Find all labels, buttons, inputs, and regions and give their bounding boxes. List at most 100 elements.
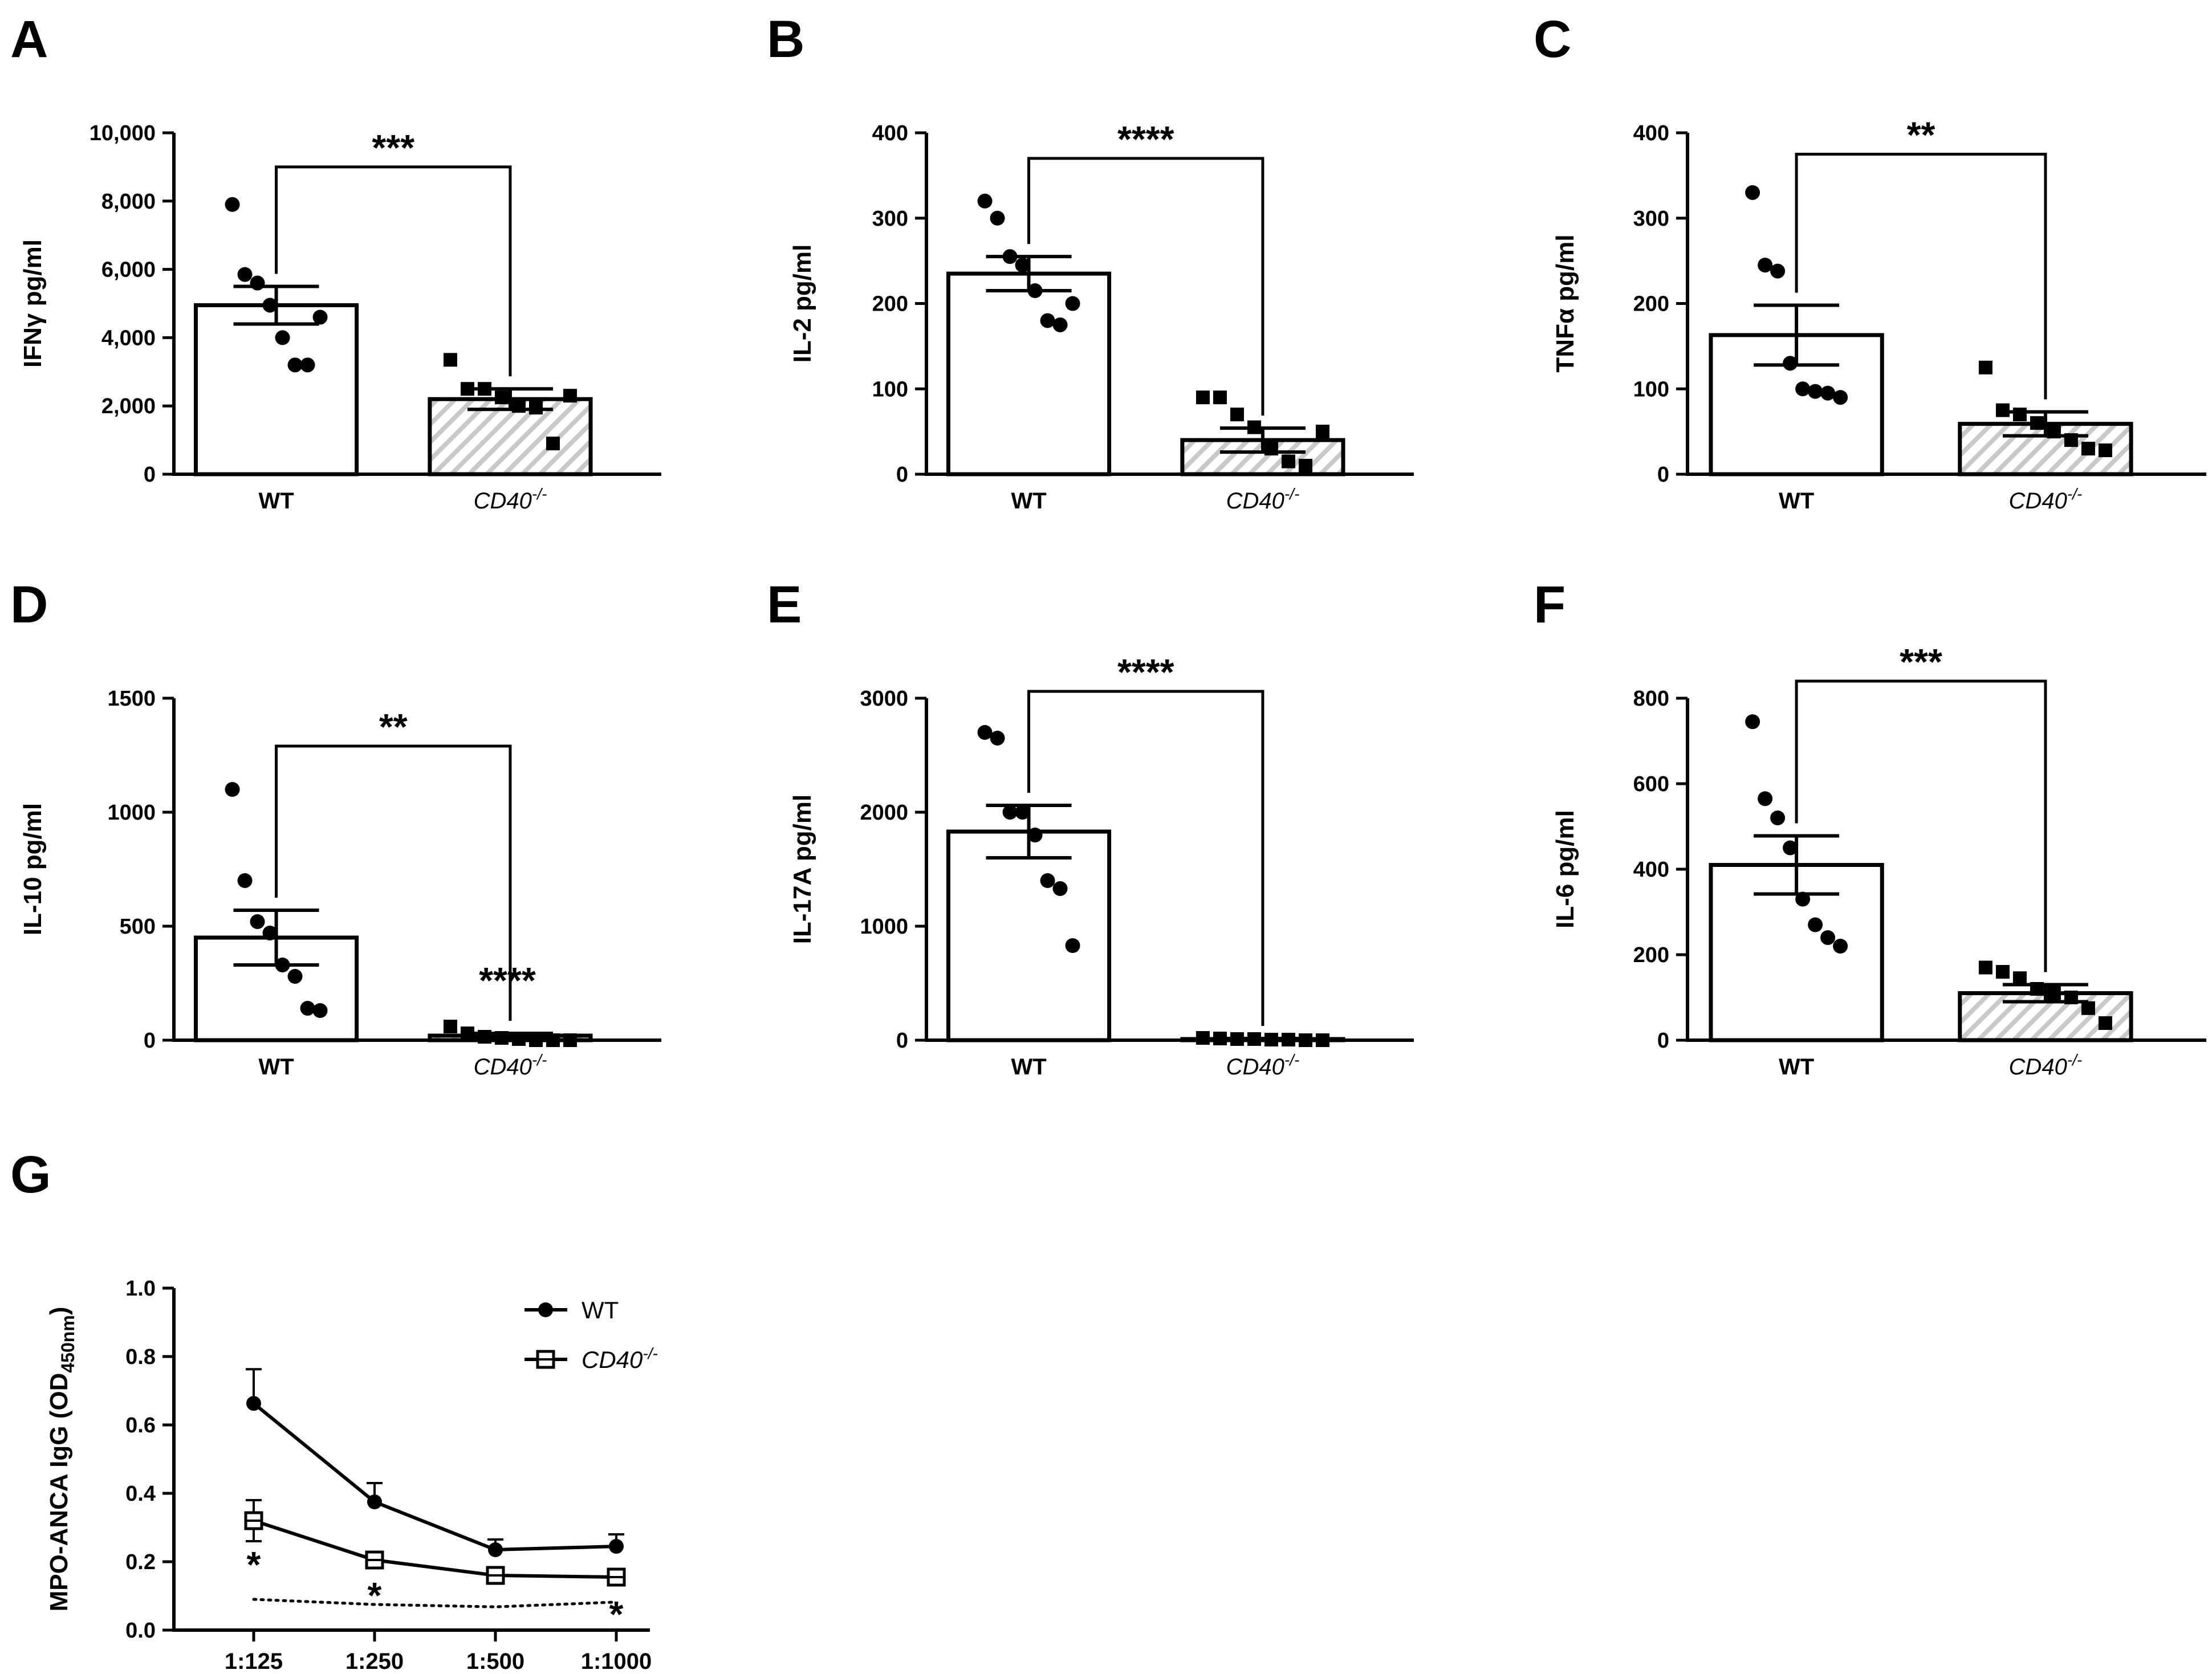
data-point-wt xyxy=(225,197,240,212)
panel-letter-C: C xyxy=(1534,10,1571,68)
data-point-wt xyxy=(1783,840,1798,856)
data-point-wt xyxy=(1027,828,1043,842)
category-text: WT xyxy=(258,488,294,514)
data-point-wt xyxy=(1002,805,1018,820)
significance-bracket xyxy=(1027,157,1264,416)
panel-A: A 0 2,000 4,000 6,000 8,000 10,000 IFNγ pg/ml **… xyxy=(10,10,661,514)
data-point-cd40 xyxy=(2047,986,2061,1000)
data-point-cd40 xyxy=(1978,960,1993,975)
baseline-line xyxy=(252,1598,618,1608)
x-category-label: CD40-/- xyxy=(2009,1051,2083,1080)
data-point-wt xyxy=(1040,873,1055,888)
significance-label-cd40: **** xyxy=(479,960,536,1001)
y-axis-label: IL-10 pg/ml xyxy=(19,803,47,935)
data-point-wt xyxy=(1745,714,1760,730)
x-category-label: CD40-/- xyxy=(474,1051,547,1080)
significance-bracket xyxy=(275,165,512,377)
panel-C: C 0 100 200 300 400 TNFα pg/ml ** WT CD40-/- xyxy=(1534,10,2206,514)
y-tick-label: 4,000 xyxy=(101,326,156,350)
legend-label: CD40-/- xyxy=(582,1345,658,1373)
data-point-cd40 xyxy=(528,1033,543,1047)
data-point-wt xyxy=(237,873,253,888)
x-category-label: WT xyxy=(1011,488,1046,514)
data-point-wt xyxy=(1808,917,1823,932)
legend-label: WT xyxy=(582,1297,619,1323)
data-point-wt xyxy=(1758,258,1773,273)
data-point-wt xyxy=(1833,939,1848,954)
data-point-cd40 xyxy=(1196,1031,1210,1045)
data-point-wt xyxy=(990,210,1005,226)
x-category-label: CD40-/- xyxy=(474,485,547,514)
significance-star: * xyxy=(609,1594,624,1635)
x-tick-label: 1:125 xyxy=(225,1649,283,1674)
y-tick-label: 0.2 xyxy=(125,1550,156,1574)
y-tick-label: 300 xyxy=(1633,207,1669,231)
x-category-label: WT xyxy=(1011,1054,1046,1080)
category-superscript: -/- xyxy=(532,1051,547,1069)
y-tick-label: 800 xyxy=(1633,687,1669,711)
category-text: CD40 xyxy=(474,1054,532,1080)
legend-superscript: -/- xyxy=(643,1345,657,1362)
data-point-cd40 xyxy=(1995,965,2010,979)
y-tick-label: 0.8 xyxy=(125,1345,156,1369)
data-point-cd40 xyxy=(1230,408,1244,422)
y-axis-label: IL-2 pg/ml xyxy=(788,245,816,363)
significance-star: * xyxy=(247,1544,261,1585)
data-point-cd40 xyxy=(2012,408,2027,422)
category-superscript: -/- xyxy=(1284,1051,1299,1069)
data-point-wt xyxy=(250,275,265,291)
panel-letter-E: E xyxy=(767,576,802,634)
data-point-wt xyxy=(246,1396,261,1411)
data-point-cd40 xyxy=(2098,1016,2112,1030)
x-category-label: WT xyxy=(258,488,294,514)
x-category-label: CD40-/- xyxy=(1226,1051,1300,1080)
x-category-label: CD40-/- xyxy=(2009,485,2083,514)
data-point-cd40 xyxy=(546,437,560,451)
category-text: WT xyxy=(1011,1054,1046,1080)
data-point-cd40 xyxy=(1978,360,1993,374)
data-point-wt xyxy=(225,782,240,797)
data-point-wt xyxy=(1745,185,1760,200)
data-point-wt xyxy=(275,330,290,345)
x-tick-label: 1:500 xyxy=(466,1649,524,1674)
y-tick-label: 100 xyxy=(872,377,908,401)
data-point-wt xyxy=(1758,791,1773,807)
y-tick-label: 1500 xyxy=(107,687,156,711)
data-point-cd40 xyxy=(1315,1033,1329,1047)
bar-wt xyxy=(193,935,359,1042)
data-point-cd40 xyxy=(2012,971,2027,985)
data-point-cd40 xyxy=(1196,390,1210,405)
data-point-cd40 xyxy=(1281,454,1295,469)
x-category-label: WT xyxy=(258,1054,294,1080)
y-tick-label: 3000 xyxy=(860,687,908,711)
y-tick-label: 200 xyxy=(872,292,908,316)
data-point-wt xyxy=(1052,881,1068,896)
y-tick-label: 0 xyxy=(896,1029,908,1053)
significance-bracket xyxy=(1027,690,1264,1026)
category-text: WT xyxy=(1011,488,1046,514)
y-tick-label: 400 xyxy=(1633,858,1669,882)
y-tick-label: 2,000 xyxy=(101,394,156,418)
y-tick-label: 1000 xyxy=(860,915,908,939)
significance-label: ** xyxy=(379,706,408,747)
data-point-wt xyxy=(1770,263,1786,279)
data-point-wt xyxy=(262,298,278,313)
y-tick-label: 0.4 xyxy=(125,1482,156,1506)
data-point-cd40 xyxy=(2081,442,2095,456)
data-point-cd40 xyxy=(443,353,457,367)
data-point-cd40 xyxy=(443,1020,457,1033)
data-point-cd40 xyxy=(563,1033,577,1047)
y-tick-label: 200 xyxy=(1633,943,1669,967)
y-tick-label: 1.0 xyxy=(125,1277,156,1301)
significance-star: * xyxy=(368,1575,382,1616)
legend-text: CD40 xyxy=(582,1346,643,1373)
data-point-wt xyxy=(1015,805,1030,820)
data-point-wt xyxy=(990,731,1005,746)
panel-F: F 0 200 400 600 800 IL-6 pg/ml *** WT CD40-/- xyxy=(1534,576,2206,1080)
data-point-wt xyxy=(977,193,993,209)
significance-label: *** xyxy=(1900,641,1942,682)
y-axis-label: TNFα pg/ml xyxy=(1551,234,1579,372)
category-superscript: -/- xyxy=(2067,485,2082,503)
data-point-cd40 xyxy=(2098,443,2112,458)
